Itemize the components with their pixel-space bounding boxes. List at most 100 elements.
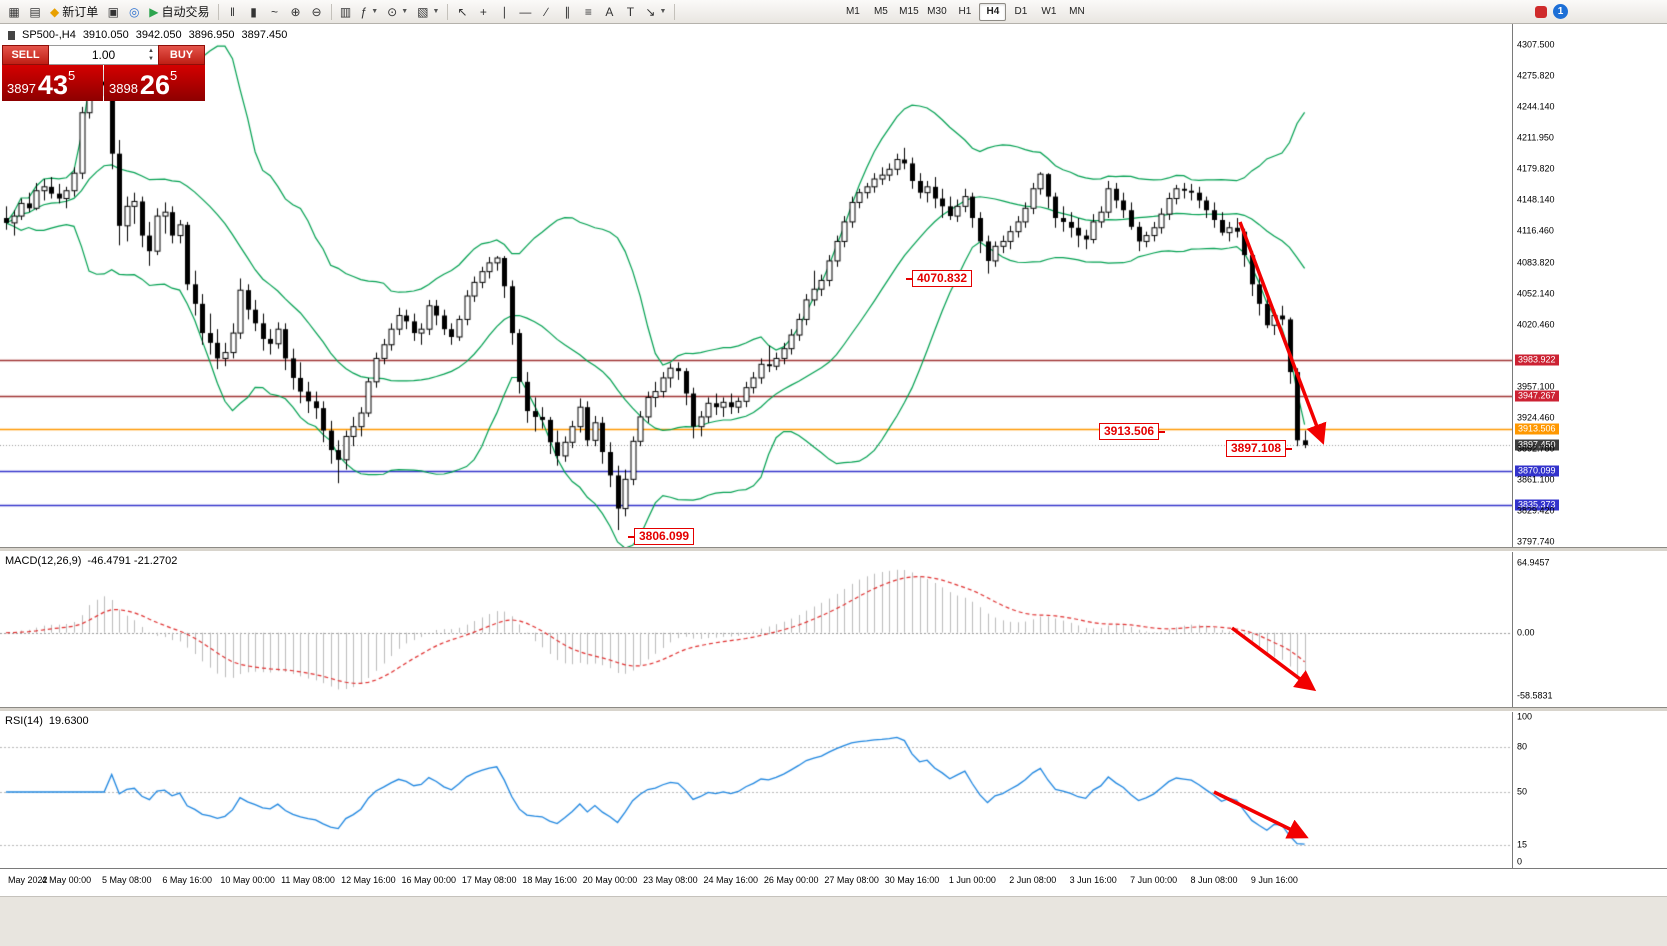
auto-trading-button-label: 自动交易	[161, 5, 210, 19]
timeframe-m1-button[interactable]: M1	[845, 6, 860, 17]
zoom-in-icon: ⊕	[290, 4, 301, 19]
chevron-down-icon[interactable]: ▼	[401, 8, 409, 15]
main-chart-canvas[interactable]	[0, 24, 1512, 547]
macd-axis-label: -58.5831	[1517, 690, 1553, 701]
price-callout-label[interactable]: 3897.108	[1226, 440, 1293, 457]
trendline-button[interactable]: ∕	[536, 2, 556, 22]
indicators-button[interactable]: ƒ ▼	[357, 2, 383, 22]
volume-down-icon[interactable]: ▼	[148, 56, 154, 62]
candlestick-chart-button[interactable]: ▮	[244, 2, 264, 22]
price-callout-label[interactable]: 4070.832	[905, 270, 973, 287]
symbol-ohlc-line: SP500-,H4 3910.050 3942.050 3896.950 389…	[8, 29, 287, 41]
new-order-button[interactable]: ◆ 新订单	[46, 2, 102, 22]
templates-button[interactable]: ▧ ▼	[413, 2, 443, 22]
volume-stepper[interactable]: ▲ ▼	[146, 47, 156, 63]
price-axis-label: 4307.500	[1517, 39, 1555, 50]
crosshair-button[interactable]: +	[473, 2, 493, 22]
horizontal-line-button[interactable]: ―	[515, 2, 535, 22]
ohlc-open: 3910.050	[82, 29, 129, 41]
auto-trading-button[interactable]: ▶ 自动交易	[145, 2, 213, 22]
toolbar-separator	[674, 3, 676, 20]
chevron-down-icon[interactable]: ▼	[659, 8, 667, 15]
notification-badge[interactable]: 1	[1553, 4, 1568, 19]
volume-up-icon[interactable]: ▲	[148, 48, 154, 54]
chevron-down-icon[interactable]: ▼	[432, 8, 440, 15]
macd-panel: MACD(12,26,9) -46.4791 -21.2702 64.9457 0.…	[0, 552, 1667, 707]
zoom-out-button[interactable]: ⊖	[307, 2, 327, 22]
metaquotes-community-button[interactable]: ◎	[124, 2, 144, 22]
bid-fraction: 5	[67, 68, 76, 83]
channel-button[interactable]: ∥	[557, 2, 577, 22]
price-axis[interactable]: 4307.500 4275.820 4244.140 4211.950 4179.820…	[1512, 24, 1667, 547]
text-button[interactable]: A	[599, 2, 619, 22]
rsi-axis-label: 15	[1517, 839, 1528, 849]
periods-button[interactable]: ⊙ ▼	[383, 2, 412, 22]
price-callout-label[interactable]: 3806.099	[627, 528, 695, 545]
time-axis-label: 3 Jun 16:00	[1069, 875, 1117, 885]
time-axis-label: 1 Jun 00:00	[948, 875, 996, 885]
profiles-button[interactable]: ▤	[25, 2, 45, 22]
zoom-out-icon: ⊖	[311, 4, 322, 19]
rsi-canvas[interactable]	[0, 712, 1512, 868]
price-axis-label: 4244.140	[1517, 101, 1555, 112]
price-axis-label: 3913.506	[1515, 423, 1559, 435]
timeframe-h1-button[interactable]: H1	[958, 6, 972, 17]
timeframe-m30-button[interactable]: M30	[927, 6, 947, 17]
time-axis-label: 27 May 08:00	[824, 875, 879, 885]
buy-button[interactable]: BUY	[158, 45, 205, 65]
new-chart-icon: ▦	[8, 4, 20, 19]
chart-window-button[interactable]: ▣	[103, 2, 123, 22]
price-axis-label: 4179.820	[1517, 163, 1555, 174]
rsi-axis-label: 100	[1517, 711, 1533, 722]
timeframe-m5-button[interactable]: M5	[873, 6, 888, 17]
timeframe-mn-button[interactable]: MN	[1069, 6, 1085, 17]
tile-windows-button[interactable]: ▥	[336, 2, 356, 22]
macd-axis-label: 64.9457	[1517, 557, 1550, 568]
time-axis[interactable]: May 2022 4 May 00:00 5 May 08:00 6 May 16:0…	[0, 868, 1667, 896]
price-axis-label: 3861.100	[1517, 474, 1555, 485]
new-order-icon: ◆	[50, 4, 60, 19]
line-chart-button[interactable]: ~	[265, 2, 285, 22]
chevron-down-icon[interactable]: ▼	[371, 8, 379, 15]
sell-button[interactable]: SELL	[2, 45, 49, 65]
mql5-icon[interactable]	[1535, 5, 1547, 18]
price-axis-label: 3835.373	[1515, 499, 1559, 511]
rsi-label: RSI(14) 19.6300	[5, 715, 89, 727]
price-axis-label: 3983.922	[1515, 354, 1559, 366]
text-label-button[interactable]: T	[620, 2, 640, 22]
timeframe-h4-button[interactable]: H4	[979, 2, 1007, 21]
timeframe-d1-button[interactable]: D1	[1014, 6, 1028, 17]
cursor-button[interactable]: ↖	[452, 2, 472, 22]
time-axis-label: 26 May 00:00	[763, 875, 819, 885]
new-chart-button[interactable]: ▦	[4, 2, 24, 22]
timeframe-w1-button[interactable]: W1	[1041, 6, 1057, 17]
zoom-in-button[interactable]: ⊕	[286, 2, 306, 22]
timeframe-m15-button[interactable]: M15	[899, 6, 919, 17]
volume-input[interactable]: 1.00 ▲ ▼	[49, 45, 158, 65]
text-icon: A	[605, 4, 614, 19]
rsi-axis-label: 80	[1517, 741, 1528, 752]
vertical-line-button[interactable]: ∣	[494, 2, 514, 22]
cursor-icon: ↖	[457, 4, 468, 19]
bid-pips: 43	[37, 70, 68, 100]
ohlc-high: 3942.050	[135, 29, 182, 41]
price-callout-label[interactable]: 3913.506	[1099, 423, 1166, 440]
arrows-tool-button[interactable]: ↘ ▼	[641, 2, 670, 22]
indicators-icon: ƒ	[360, 4, 368, 19]
ask-price-panel[interactable]: 3898 26 5	[104, 65, 205, 101]
rsi-axis: 100 80 50 15 0	[1512, 712, 1667, 868]
bid-price-panel[interactable]: 3897 43 5	[2, 65, 103, 101]
tile-windows-icon: ▥	[339, 4, 352, 19]
bar-chart-button[interactable]: ‖	[223, 2, 243, 22]
macd-values: -46.4791 -21.2702	[87, 555, 178, 567]
toolbar-separator	[447, 3, 449, 20]
vertical-line-icon: ∣	[501, 4, 508, 19]
fibonacci-button[interactable]: ≡	[578, 2, 598, 22]
time-axis-label: 10 May 00:00	[220, 875, 275, 885]
macd-canvas[interactable]	[0, 552, 1512, 707]
panel-separator[interactable]	[0, 547, 1667, 552]
time-axis-label: 8 Jun 08:00	[1190, 875, 1238, 885]
macd-title: MACD(12,26,9)	[5, 555, 82, 567]
panel-separator[interactable]	[0, 707, 1667, 712]
price-axis-label: 3870.099	[1515, 465, 1559, 477]
